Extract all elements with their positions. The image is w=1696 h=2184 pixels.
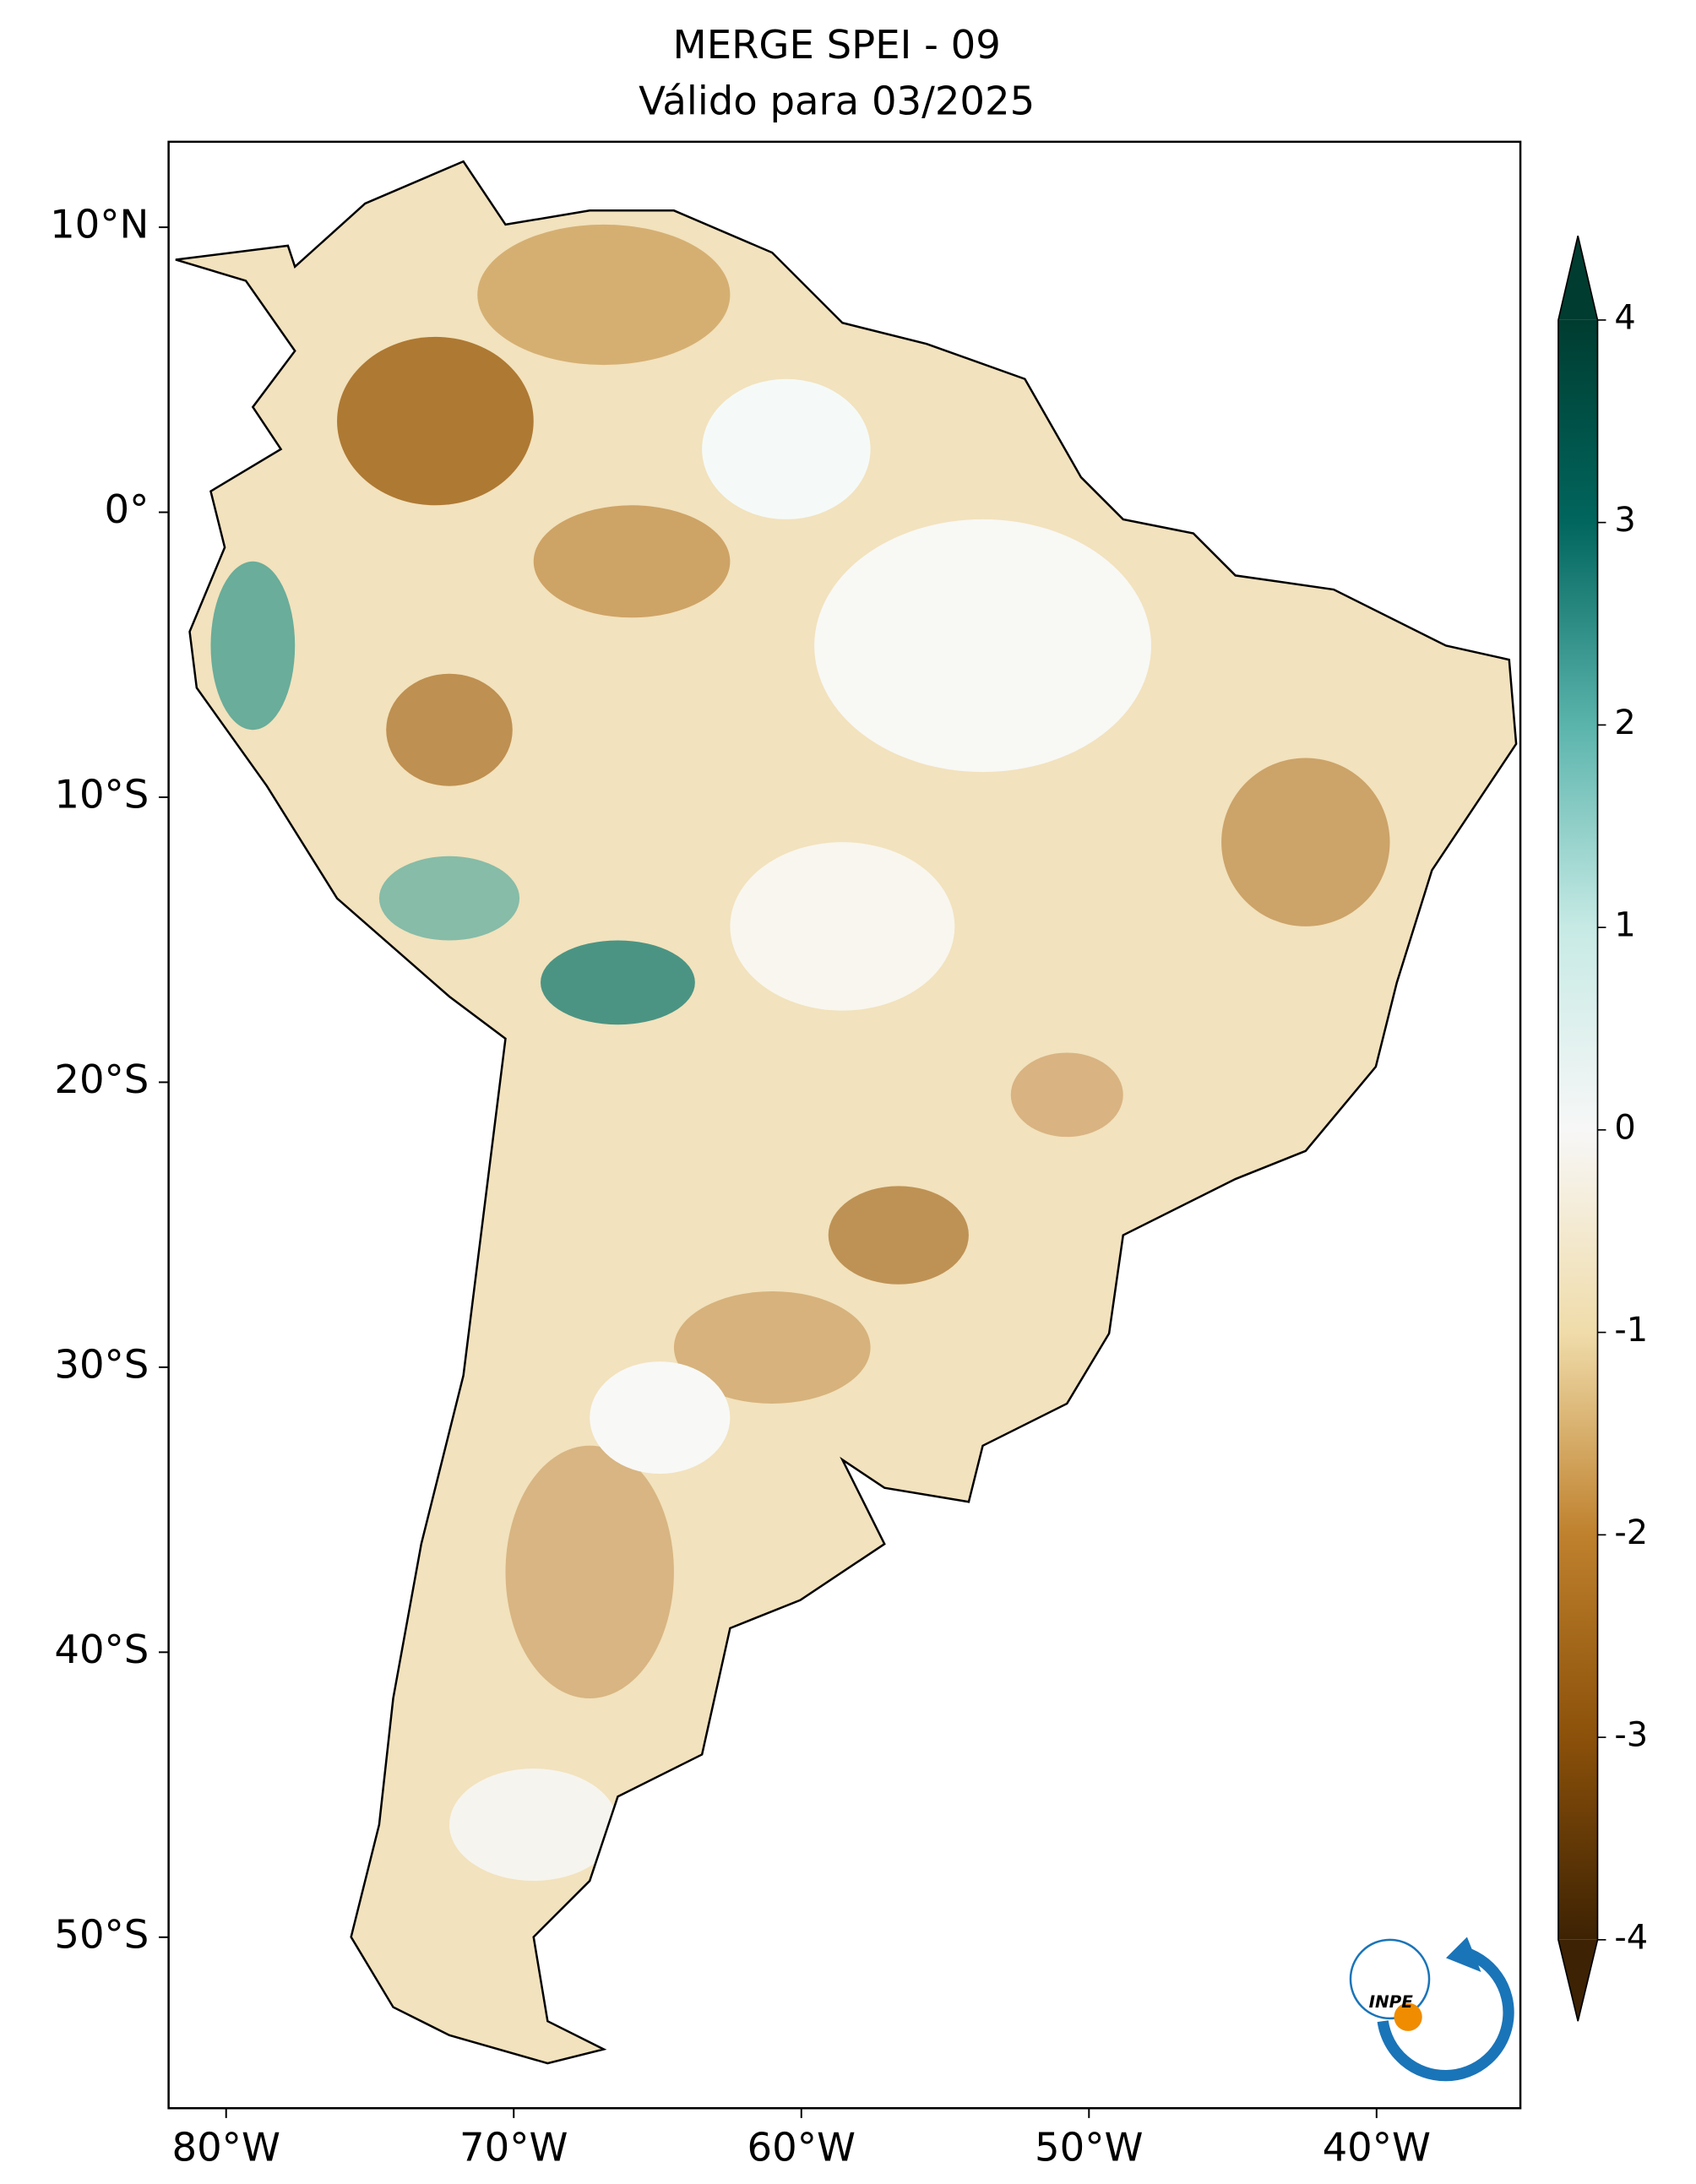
colorbar-tick-label: 3 (1614, 501, 1635, 540)
colorbar-tick-label: 1 (1614, 906, 1635, 945)
colorbar-tick-label: 4 (1614, 298, 1635, 337)
y-tick-label: 40°S (54, 1627, 149, 1672)
y-tick-label: 30°S (54, 1341, 149, 1387)
logo-swoosh (1377, 1945, 1514, 2082)
colorbar (1557, 319, 1598, 1940)
x-tick-label: 40°W (1323, 2125, 1431, 2170)
logo-ring (1349, 1938, 1431, 2020)
y-tick-label: 10°N (50, 202, 149, 247)
logo-dot (1394, 2002, 1422, 2031)
logo-text: INPE (1369, 1991, 1414, 2012)
x-tick-label: 60°W (747, 2125, 856, 2170)
y-tick-label: 0° (104, 486, 149, 532)
y-tick-label: 50°S (54, 1911, 149, 1957)
x-tick-label: 80°W (171, 2125, 280, 2170)
colorbar-tick-label: -4 (1614, 1918, 1648, 1957)
subtitle: Válido para 03/2025 (639, 78, 1035, 123)
colorbar-tick-label: -2 (1614, 1513, 1648, 1552)
title: MERGE SPEI - 09 (673, 22, 1001, 68)
colorbar-extend-bottom (1557, 1939, 1598, 2022)
logo: INPE (1349, 1937, 1514, 2082)
y-tick-label: 20°S (54, 1057, 149, 1102)
colorbar-tick-label: 2 (1614, 704, 1635, 742)
logo-arrow (1445, 1937, 1481, 1973)
colorbar-tick-label: 0 (1614, 1108, 1635, 1147)
y-tick-label: 10°S (54, 771, 149, 817)
x-tick-label: 70°W (459, 2125, 568, 2170)
colorbar-extend-top (1557, 236, 1598, 320)
colorbar-tick-label: -3 (1614, 1716, 1648, 1755)
colorbar-tick-label: -1 (1614, 1311, 1648, 1350)
x-tick-label: 50°W (1035, 2125, 1143, 2170)
colorbar-outline (1557, 236, 1599, 2022)
